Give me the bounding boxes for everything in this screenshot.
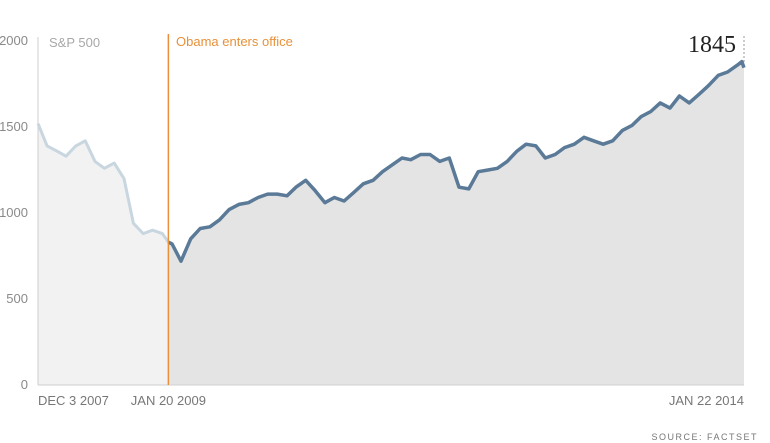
x-tick-label: DEC 3 2007: [38, 393, 109, 408]
event-label: Obama enters office: [176, 34, 293, 49]
x-tick-label: JAN 22 2014: [669, 393, 744, 408]
area-layer: [38, 61, 744, 385]
axis-layer: 2000 1500 1000 500 0 DEC 3 2007 JAN 20 2009 JAN…: [0, 33, 744, 408]
series-label: S&P 500: [49, 35, 100, 50]
y-tick-label: 2000: [0, 33, 28, 48]
y-tick-label: 1500: [0, 119, 28, 134]
source-label: SOURCE: FACTSET: [651, 432, 758, 442]
series-line-after: [167, 59, 746, 263]
y-tick-label: 500: [6, 291, 28, 306]
series-layer: [36, 34, 746, 385]
y-tick-label: 0: [21, 377, 28, 392]
end-value-label: 1845: [688, 32, 736, 58]
area-after: [168, 61, 744, 385]
area-before: [38, 123, 169, 385]
label-layer: S&P 500 Obama enters office 1845 SOURCE:…: [49, 32, 758, 442]
y-tick-label: 1000: [0, 205, 28, 220]
x-tick-label: JAN 20 2009: [131, 393, 206, 408]
series-line-before: [36, 123, 170, 244]
